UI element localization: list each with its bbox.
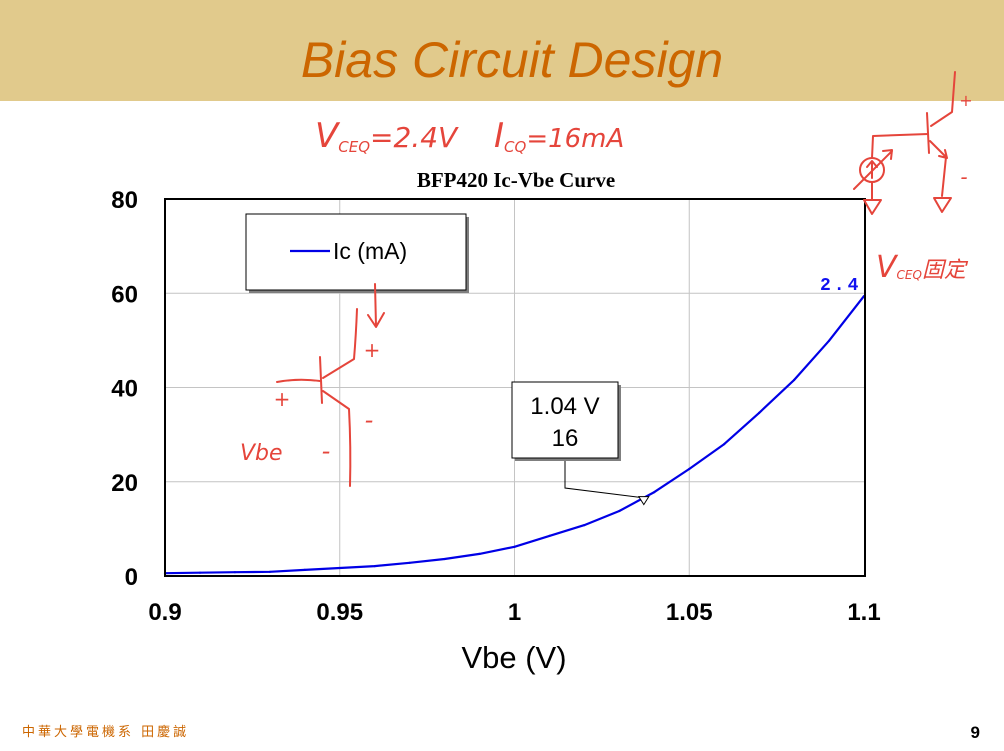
data-point: [268, 570, 271, 573]
hand-collector-lead-2: [930, 71, 956, 127]
data-point: [408, 561, 411, 564]
y-tick-label: 20: [111, 470, 138, 497]
hand-ground-icon: [863, 199, 882, 215]
handwritten-operating-point: VCEQ=2.4V ICQ=16mA: [315, 116, 624, 156]
y-tick-label: 40: [111, 376, 138, 403]
plot-frame: [164, 198, 866, 577]
hand-minus-emitter: -: [365, 406, 374, 434]
x-tick-label: 0.9: [148, 599, 181, 626]
hand-arrow-down-icon: [367, 283, 385, 328]
hand-icq-subscript: CQ: [504, 138, 526, 156]
legend: Ic (mA): [245, 213, 469, 293]
data-point: [618, 509, 621, 513]
hand-plus-collector: +: [364, 338, 381, 362]
hand-vceq-value: =2.4V: [370, 121, 459, 154]
data-point: [373, 565, 376, 568]
hand-icq-symbol: I: [494, 116, 504, 156]
hand-base-bar: [319, 356, 323, 404]
hand-icq-value: =16mA: [526, 124, 624, 154]
hand-collector-lead: [322, 308, 358, 379]
data-point: [583, 524, 586, 527]
x-tick-label: 0.95: [316, 599, 363, 626]
hand-adjust-arrow-icon: [853, 149, 893, 190]
annotation-leader-line: [564, 458, 642, 499]
data-point: [723, 443, 726, 446]
data-point: [688, 467, 691, 471]
hand-ground-icon: [933, 197, 952, 213]
hand-emitter-lead-2: [929, 140, 948, 197]
annotation-vbe-value: 1.04 V: [530, 393, 599, 420]
x-tick-label: 1.05: [666, 599, 713, 626]
annotation-marker: [637, 496, 650, 506]
data-point: [548, 534, 551, 538]
point-label-vceq: 2.4: [820, 276, 861, 296]
x-axis-label: Vbe (V): [461, 640, 566, 675]
hand-base-wire: [871, 133, 929, 159]
hand-plus-base: +: [274, 387, 291, 411]
data-point: [303, 568, 306, 572]
hand-fixed-symbol: V: [876, 250, 899, 285]
data-point: [758, 411, 761, 414]
handwritten-vceq-fixed: VCEQ固定: [876, 250, 969, 285]
data-point: [513, 545, 516, 548]
annotation-box: [511, 381, 619, 459]
hand-vceq-subscript: CEQ: [338, 138, 370, 156]
hand-emitter-lead: [322, 390, 352, 487]
data-point: [338, 566, 341, 570]
chart: BFP420 Ic-Vbe Curve 0.9 0.95 1 1.05 1.1 0 20 40…: [111, 168, 880, 675]
handwritten-icq: ICQ=16mA: [494, 116, 624, 156]
x-tick-label: 1.1: [847, 599, 880, 626]
data-point: [793, 378, 796, 382]
slide-title: Bias Circuit Design: [300, 32, 724, 88]
hand-plus-collector-2: +: [959, 91, 972, 110]
data-point: [198, 571, 202, 574]
handwritten-transistor-sketch: + + - - Vbe: [240, 283, 385, 487]
y-tick-label: 0: [125, 564, 138, 591]
data-point: [443, 557, 446, 561]
page-number: 9: [970, 723, 980, 742]
hand-base-lead: [276, 378, 321, 383]
hand-fixed-text: 固定: [922, 258, 969, 283]
footer-text: 中華大學電機系 田慶誠: [22, 725, 190, 740]
handwritten-vceq: VCEQ=2.4V: [315, 116, 459, 156]
data-point: [827, 339, 831, 342]
y-tick-label: 60: [111, 281, 138, 308]
legend-box: [245, 213, 467, 291]
hand-minus-emitter-2: -: [960, 165, 967, 189]
hand-vceq-symbol: V: [315, 116, 341, 156]
handwritten-bias-circuit: + - VCEQ固定: [853, 71, 973, 285]
header-band: [0, 0, 1004, 101]
chart-title: BFP420 Ic-Vbe Curve: [417, 168, 615, 192]
annotation-callout: 1.04 V 16: [511, 381, 650, 506]
hand-vbe-label: Vbe: [240, 441, 283, 466]
data-point: [478, 552, 481, 556]
annotation-ic-value: 16: [552, 425, 579, 452]
data-point: [653, 491, 656, 494]
hand-fixed-subscript: CEQ: [897, 268, 922, 282]
tick-labels: 0.9 0.95 1 1.05 1.1 0 20 40 60 80: [111, 187, 880, 626]
legend-label-ic: Ic (mA): [333, 238, 407, 264]
y-tick-label: 80: [111, 187, 138, 214]
x-tick-label: 1: [508, 599, 521, 626]
hand-minus-vbe: -: [322, 437, 331, 465]
data-point: [233, 571, 236, 574]
